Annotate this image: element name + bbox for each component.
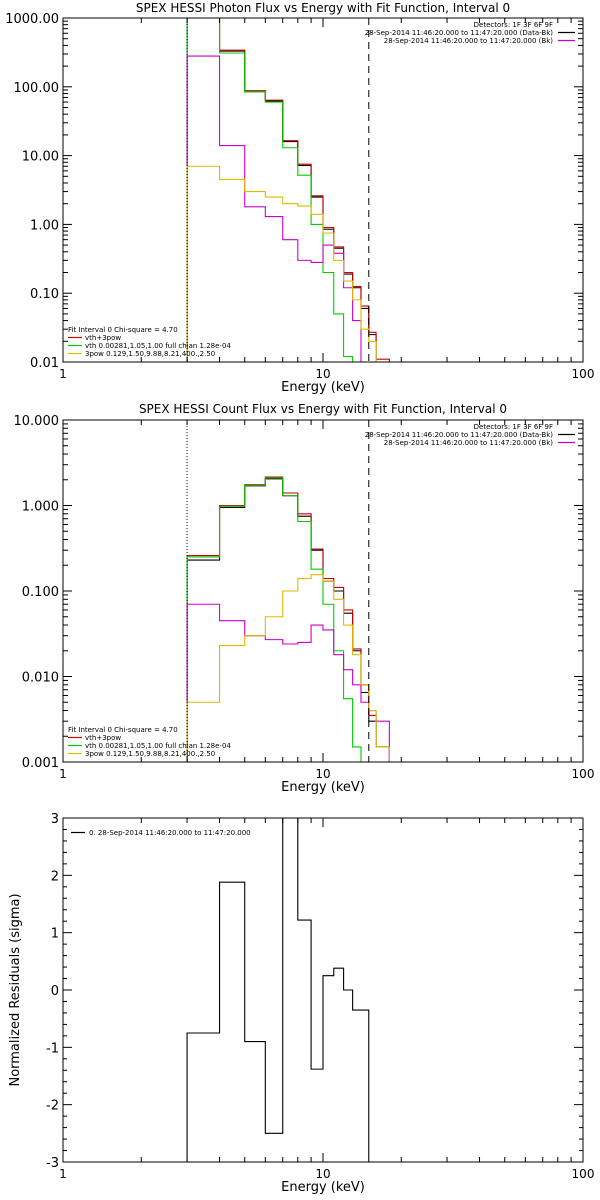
legend-entry: 0. 28-Sep-2014 11:46:20.000 to 11:47:20.… bbox=[89, 829, 251, 837]
chart-count: SPEX HESSI Count Flux vs Energy with Fit… bbox=[14, 402, 595, 795]
x-axis: 1 10 100 Energy (keV) bbox=[59, 18, 594, 395]
legend-entry: Fit Interval 0 Chi-square = 4.70 bbox=[68, 726, 178, 734]
x-tick-label: 10 bbox=[315, 767, 330, 781]
x-axis-label: Energy (keV) bbox=[281, 780, 365, 795]
y-tick-label: 1 bbox=[51, 927, 59, 942]
legend-entry: vth+3pow bbox=[85, 734, 121, 742]
x-axis-label: Energy (keV) bbox=[281, 380, 365, 395]
y-tick-label: 1000.00 bbox=[5, 12, 59, 27]
x-tick-label: 100 bbox=[572, 767, 595, 781]
y-tick-label: 1.000 bbox=[22, 500, 59, 515]
y-tick-label: 10.000 bbox=[14, 414, 60, 429]
x-tick-label: 100 bbox=[572, 1167, 595, 1181]
legend-entry: Detectors: 1F 3F 6F 9F bbox=[474, 21, 553, 29]
y-tick-label: 0 bbox=[51, 984, 59, 999]
x-axis-label: Energy (keV) bbox=[281, 1180, 365, 1195]
y-tick-label: -1 bbox=[46, 1041, 59, 1056]
y-tick-label: 10.00 bbox=[22, 150, 59, 165]
legend-entry: 3pow 0.129,1.50,9.88,8.21,400.,2.50 bbox=[85, 750, 215, 758]
y-axis: 0.01 0.10 1.00 10.00 100.00 1000.00 bbox=[5, 12, 583, 371]
legend-entry: Detectors: 1F 3F 6F 9F bbox=[474, 423, 553, 431]
series-bk bbox=[186, 603, 390, 762]
legend-entry: 28-Sep-2014 11:46:20.000 to 11:47:20.000… bbox=[384, 37, 554, 45]
x-tick-label: 1 bbox=[59, 1167, 67, 1181]
series-resid bbox=[186, 818, 370, 1162]
x-tick-label: 100 bbox=[572, 367, 595, 381]
legend-entry: 28-Sep-2014 11:46:20.000 to 11:47:20.000… bbox=[384, 439, 554, 447]
y-tick-label: 1.00 bbox=[30, 218, 59, 233]
series-group bbox=[186, 18, 390, 362]
series-total bbox=[186, 476, 390, 762]
y-tick-label: 3 bbox=[51, 812, 59, 827]
x-axis: 1 10 100 Energy (keV) bbox=[59, 420, 594, 795]
legend-entry: 28-Sep-2014 11:46:20.000 to 11:47:20.000… bbox=[365, 431, 554, 439]
y-tick-label: 0.01 bbox=[30, 356, 59, 371]
series-group bbox=[186, 818, 370, 1162]
y-tick-label: 0.100 bbox=[22, 585, 59, 600]
series-pow bbox=[186, 165, 390, 362]
x-tick-label: 10 bbox=[315, 1167, 330, 1181]
legend-bottom-left: Fit Interval 0 Chi-square = 4.70vth+3pow… bbox=[68, 726, 231, 758]
x-axis: 1 10 100 Energy (keV) bbox=[59, 818, 594, 1195]
plot-frame bbox=[62, 17, 584, 363]
series-group bbox=[186, 476, 390, 762]
y-tick-label: 0.001 bbox=[22, 756, 59, 771]
series-bk bbox=[186, 55, 370, 362]
series-vth bbox=[186, 18, 354, 362]
y-axis: 0.001 0.010 0.100 1.000 10.000 bbox=[14, 414, 583, 771]
legend-entry: Fit Interval 0 Chi-square = 4.70 bbox=[68, 326, 178, 334]
y-tick-label: 0.10 bbox=[30, 287, 59, 302]
y-tick-label: 100.00 bbox=[14, 81, 60, 96]
legend-entry: vth 0.00281,1.05,1.00 full chian 1.28e-0… bbox=[85, 342, 231, 350]
x-tick-label: 1 bbox=[59, 767, 67, 781]
y-tick-label: 0.010 bbox=[22, 671, 59, 686]
x-tick-label: 10 bbox=[315, 367, 330, 381]
legend-bottom-left: Fit Interval 0 Chi-square = 4.70vth+3pow… bbox=[68, 326, 231, 358]
legend-entry: vth+3pow bbox=[85, 334, 121, 342]
chart-title: SPEX HESSI Count Flux vs Energy with Fit… bbox=[139, 402, 507, 416]
y-axis: -3 -2 -1 0 1 2 3 Normalized Residuals (sigma) bbox=[8, 812, 583, 1171]
y-axis-label: Normalized Residuals (sigma) bbox=[8, 893, 23, 1086]
chart-photon: SPEX HESSI Photon Flux vs Energy with Fi… bbox=[5, 1, 594, 395]
legend-top-left: 0. 28-Sep-2014 11:46:20.000 to 11:47:20.… bbox=[71, 829, 251, 837]
chart-resid: 1 10 100 Energy (keV) -3 -2 -1 0 1 2 3 Normalized R… bbox=[8, 812, 594, 1195]
legend-entry: 28-Sep-2014 11:46:20.000 to 11:47:20.000… bbox=[365, 29, 554, 37]
series-data bbox=[186, 478, 390, 762]
y-tick-label: -2 bbox=[46, 1099, 59, 1114]
y-tick-label: -3 bbox=[46, 1156, 59, 1171]
legend-entry: 3pow 0.129,1.50,9.88,8.21,400.,2.50 bbox=[85, 350, 215, 358]
y-tick-label: 2 bbox=[51, 869, 59, 884]
x-tick-label: 1 bbox=[59, 367, 67, 381]
legend-entry: vth 0.00281,1.05,1.00 full chian 1.28e-0… bbox=[85, 742, 231, 750]
series-vth bbox=[186, 477, 362, 762]
series-pow bbox=[186, 574, 390, 762]
chart-title: SPEX HESSI Photon Flux vs Energy with Fi… bbox=[136, 1, 510, 15]
